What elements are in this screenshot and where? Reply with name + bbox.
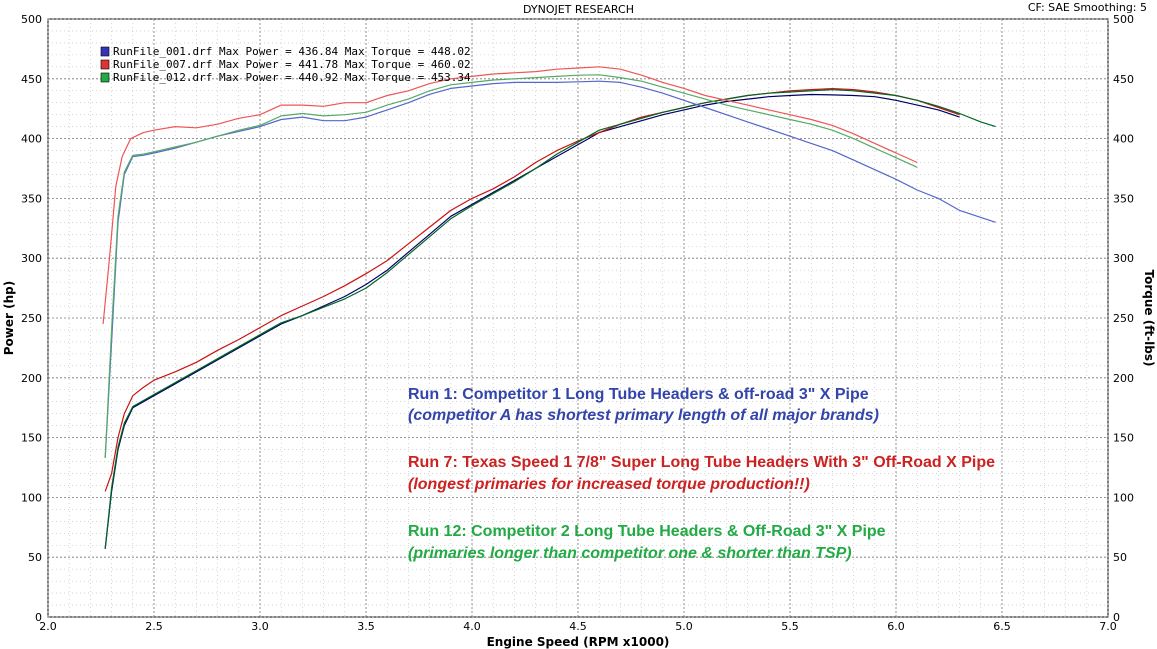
y-tick-label-right: 200 xyxy=(1113,372,1134,385)
y-tick-label-right: 250 xyxy=(1113,312,1134,325)
series-line xyxy=(102,66,918,325)
x-tick-label: 6.0 xyxy=(887,620,905,633)
x-tick-label: 5.0 xyxy=(675,620,693,633)
x-tick-label: 3.5 xyxy=(357,620,375,633)
annotation-text: Run 12: Competitor 2 Long Tube Headers &… xyxy=(408,523,886,540)
x-tick-label: 6.5 xyxy=(993,620,1011,633)
legend-entry: RunFile_001.drf Max Power = 436.84 Max T… xyxy=(113,45,471,58)
x-axis-label: Engine Speed (RPM x1000) xyxy=(487,635,670,649)
x-tick-label: 2.0 xyxy=(39,620,57,633)
series-line xyxy=(104,93,960,549)
y-tick-label-left: 450 xyxy=(21,73,42,86)
x-tick-label: 2.5 xyxy=(145,620,163,633)
legend-swatch xyxy=(100,59,110,70)
y-tick-label-right: 150 xyxy=(1113,432,1134,445)
y-tick-label-right: 500 xyxy=(1113,13,1134,26)
y-tick-label-right: 100 xyxy=(1113,491,1134,504)
x-tick-label: 7.0 xyxy=(1099,620,1117,633)
x-tick-label: 3.0 xyxy=(251,620,269,633)
y-tick-label-left: 250 xyxy=(21,312,42,325)
annotation-text: Run 1: Competitor 1 Long Tube Headers & … xyxy=(408,386,869,403)
legend-swatch xyxy=(100,46,110,57)
legend-entry: RunFile_007.drf Max Power = 441.78 Max T… xyxy=(113,58,471,71)
annotation-text: (primaries longer than competitor one & … xyxy=(408,545,852,562)
x-tick-label: 5.5 xyxy=(781,620,799,633)
annotation-text: (competitor A has shortest primary lengt… xyxy=(408,407,879,424)
y-tick-label-left: 0 xyxy=(35,611,42,624)
y-tick-label-right: 0 xyxy=(1113,611,1120,624)
y-tick-label-right: 450 xyxy=(1113,73,1134,86)
x-tick-label: 4.0 xyxy=(463,620,481,633)
y-tick-label-left: 150 xyxy=(21,432,42,445)
y-tick-label-left: 500 xyxy=(21,13,42,26)
y-tick-label-right: 300 xyxy=(1113,252,1134,265)
series-line xyxy=(104,74,918,458)
y-tick-label-left: 350 xyxy=(21,192,42,205)
y-tick-label-right: 50 xyxy=(1113,551,1127,564)
y-tick-label-right: 400 xyxy=(1113,133,1134,146)
y-tick-label-left: 300 xyxy=(21,252,42,265)
legend-swatch xyxy=(100,72,110,83)
dyno-settings: CF: SAE Smoothing: 5 xyxy=(1027,1,1147,14)
legend-entry: RunFile_012.drf Max Power = 440.92 Max T… xyxy=(113,71,471,84)
series-line xyxy=(104,88,960,492)
y-tick-label-left: 50 xyxy=(28,551,42,564)
y-tick-label-left: 400 xyxy=(21,133,42,146)
y-tick-label-right: 350 xyxy=(1113,192,1134,205)
x-tick-label: 4.5 xyxy=(569,620,587,633)
y-axis-label-left: Power (hp) xyxy=(2,281,16,355)
y-tick-label-left: 200 xyxy=(21,372,42,385)
annotation-text: Run 7: Texas Speed 1 7/8" Super Long Tub… xyxy=(408,454,995,471)
series-line xyxy=(104,89,996,549)
annotation-text: (longest primaries for increased torque … xyxy=(408,476,810,493)
y-axis-label-right: Torque (ft-lbs) xyxy=(1142,270,1156,367)
y-tick-label-left: 100 xyxy=(21,491,42,504)
chart-title: DYNOJET RESEARCH xyxy=(523,3,634,16)
